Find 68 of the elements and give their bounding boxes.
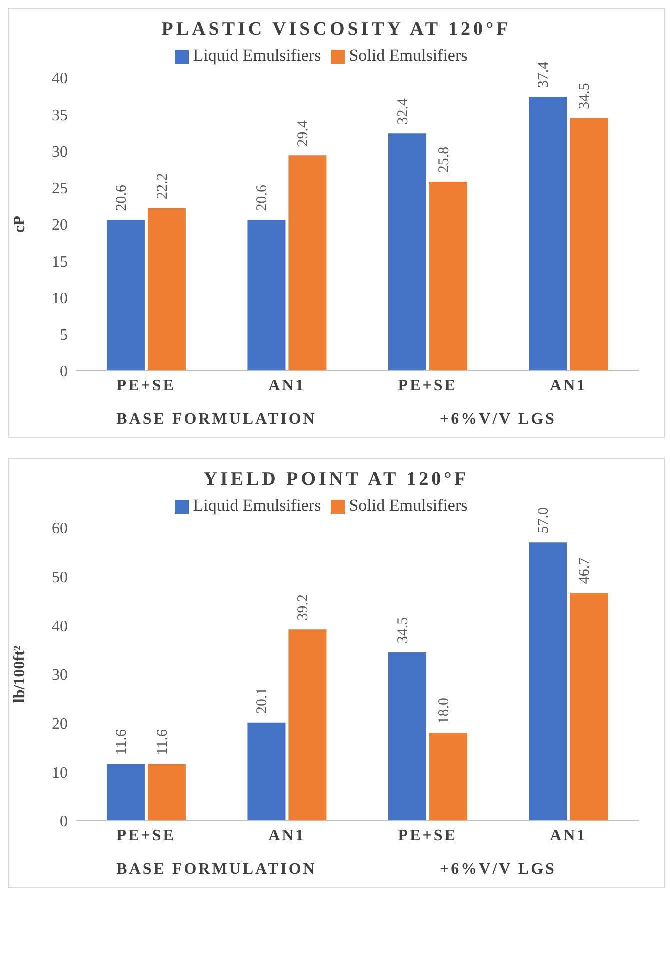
y-tick-label: 20: [52, 217, 68, 234]
bar: [529, 97, 568, 371]
bar: [429, 182, 468, 371]
bar: [288, 156, 327, 371]
bar: [429, 733, 468, 821]
y-tick-label: 0: [60, 814, 68, 831]
y-tick-label: 25: [52, 180, 68, 198]
text: +6%V/V LGS: [439, 411, 558, 429]
data-label: 37.4: [536, 61, 552, 88]
bar: [248, 722, 286, 821]
text: BASE FORMULATION: [116, 861, 318, 879]
data-label: 29.4: [296, 120, 312, 147]
bar: [106, 220, 145, 371]
bar: [388, 134, 426, 371]
data-label: 34.5: [395, 617, 412, 644]
y-tick-label: 40: [52, 618, 68, 636]
legend-label: Liquid Emulsifiers: [193, 46, 322, 65]
bar: [288, 630, 327, 821]
bar: [570, 592, 608, 821]
data-label: 34.5: [577, 83, 594, 110]
x-tick-label: AN1: [550, 827, 588, 844]
text: +6%V/V LGS: [439, 861, 558, 879]
bar: [148, 208, 186, 371]
y-tick-label: 50: [52, 570, 68, 587]
chart-title: PLASTIC VISCOSITY AT 120°F: [160, 19, 512, 41]
bar: [106, 764, 145, 821]
bar: [148, 764, 186, 821]
legend-label: Solid Emulsifiers: [349, 46, 468, 65]
y-axis-title: cP: [12, 216, 29, 233]
data-label: 46.7: [577, 557, 594, 584]
data-label: 20.6: [114, 184, 130, 212]
legend-label: Liquid Emulsifiers: [193, 496, 322, 515]
y-tick-label: 0: [60, 364, 68, 381]
chart-title: YIELD POINT AT 120°F: [202, 469, 470, 491]
x-tick-label: PE+SE: [116, 827, 176, 844]
x-tick-label: AN1: [268, 377, 306, 394]
bar: [248, 220, 286, 371]
y-tick-label: 5: [60, 327, 68, 344]
y-tick-label: 30: [52, 667, 68, 684]
legend-label: Solid Emulsifiers: [349, 496, 468, 515]
data-label: 11.6: [114, 729, 130, 756]
data-label: 11.6: [154, 729, 171, 756]
text: BASE FORMULATION: [116, 411, 318, 429]
x-tick-label: PE+SE: [116, 377, 176, 394]
data-label: 39.2: [296, 594, 312, 621]
y-tick-label: 10: [52, 290, 68, 308]
x-tick-label: PE+SE: [398, 377, 458, 394]
y-tick-label: 20: [52, 716, 68, 734]
data-label: 20.1: [254, 688, 271, 714]
y-tick-label: 10: [52, 764, 68, 782]
data-label: 22.2: [154, 173, 171, 200]
y-tick-label: 40: [52, 70, 68, 88]
bar: [529, 542, 568, 821]
x-tick-label: AN1: [550, 377, 588, 394]
data-label: 25.8: [436, 146, 452, 174]
data-label: 20.6: [254, 184, 271, 212]
y-tick-label: 15: [52, 254, 68, 271]
y-tick-label: 30: [52, 144, 68, 161]
x-tick-label: PE+SE: [398, 827, 458, 844]
bar: [388, 652, 426, 821]
data-label: 57.0: [536, 508, 552, 534]
y-axis-title: lb/100ft²: [12, 646, 29, 704]
y-tick-label: 35: [52, 107, 68, 124]
y-tick-label: 60: [52, 520, 68, 538]
bar: [570, 118, 608, 371]
data-label: 32.4: [395, 98, 412, 125]
x-tick-label: AN1: [268, 827, 306, 844]
data-label: 18.0: [436, 698, 452, 724]
